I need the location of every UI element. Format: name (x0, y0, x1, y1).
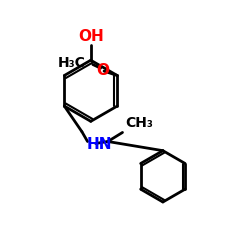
Text: OH: OH (78, 29, 104, 44)
Text: HN: HN (86, 137, 112, 152)
Text: H₃C: H₃C (58, 56, 86, 70)
Text: CH₃: CH₃ (125, 116, 153, 130)
Text: O: O (96, 62, 110, 78)
